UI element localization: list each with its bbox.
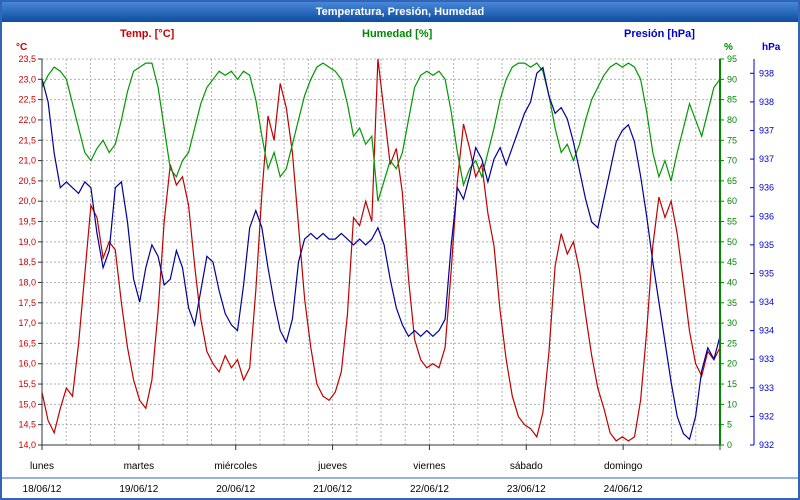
axis-tick-label: 20/06/12 [216,484,255,495]
axis-tick-label: jueves [317,461,347,472]
axis-tick-label: 25 [727,338,737,348]
axis-tick-label: 14,5 [18,420,36,430]
axis-tick-label: 932 [759,440,774,450]
axis-tick-label: 5 [727,420,732,430]
axis-tick-label: 10 [727,399,737,409]
axis-tick-label: 75 [727,135,737,145]
temperature-axis-unit-label: °C [16,42,28,53]
axis-tick-label: 22,5 [18,95,36,105]
temperature-axis: 23,5 23,0 22,5 22,0 21,5 21,0 20,5 20,0 19,5 19,0… [18,54,42,450]
axis-tick-label: 23/06/12 [507,484,546,495]
axis-tick-label: 20,0 [18,196,36,206]
axis-tick-label: 15,5 [18,379,36,389]
axis-tick-label: sábado [510,461,543,472]
axis-tick-label: 0 [727,440,732,450]
humidity-axis-unit-label: % [724,42,733,53]
axis-tick-label: 19/06/12 [119,484,158,495]
axis-tick-label: lunes [30,461,54,472]
axis-tick-label: 50 [727,237,737,247]
axis-tick-label: 23,5 [18,54,36,64]
axis-tick-label: domingo [604,461,643,472]
axis-tick-label: 70 [727,156,737,166]
axis-tick-label: 65 [727,176,737,186]
axis-tick-label: 936 [759,211,774,221]
axis-tick-label: 24/06/12 [604,484,643,495]
pressure-axis: 938 938 937 937 936 936 935 935 934 934 933 933 932 9… [750,68,774,450]
series-line-pressure [41,66,721,441]
legend-humidity-label: Humedad [%] [362,28,433,40]
window-title-bar: Temperatura, Presión, Humedad [2,2,798,22]
axis-tick-label: 45 [727,257,737,267]
axis-tick-label: 18,5 [18,257,36,267]
axis-tick-label: 932 [759,411,774,421]
axis-tick-label: 40 [727,277,737,287]
axis-tick-label: 937 [759,154,774,164]
legend-pressure-label: Presión [hPa] [624,28,695,40]
axis-tick-label: miércoles [214,461,257,472]
x-axis-days: lunes 18/06/12 martes 19/06/12 miércoles 20/0… [23,445,721,495]
axis-tick-label: 21,5 [18,135,36,145]
axis-tick-label: 16,0 [18,359,36,369]
gridlines [41,58,721,446]
axis-tick-label: 15 [727,379,737,389]
plot-frame [41,59,755,446]
pressure-axis-unit-label: hPa [762,42,781,53]
axis-tick-label: 35 [727,298,737,308]
axis-tick-label: 20 [727,359,737,369]
axis-tick-label: 15,0 [18,399,36,409]
axis-tick-label: 80 [727,115,737,125]
axis-tick-label: 934 [759,297,774,307]
axis-tick-label: 19,5 [18,217,36,227]
axis-tick-label: 22,0 [18,115,36,125]
axis-tick-label: 30 [727,318,737,328]
legend-temperature-label: Temp. [°C] [120,28,175,40]
axis-tick-label: 60 [727,196,737,206]
axis-tick-label: 22/06/12 [410,484,449,495]
axis-tick-label: 17,0 [18,318,36,328]
series-line-humidity [41,62,721,202]
axis-tick-label: 21/06/12 [313,484,352,495]
axis-tick-label: 18,0 [18,277,36,287]
axis-tick-label: 19,0 [18,237,36,247]
axis-tick-label: 16,5 [18,338,36,348]
series-line-temperature [41,58,721,442]
axis-tick-label: 21,0 [18,156,36,166]
axis-tick-label: 17,5 [18,298,36,308]
axis-tick-label: 18/06/12 [23,484,62,495]
axis-tick-label: 55 [727,217,737,227]
axis-tick-label: 934 [759,326,774,336]
axis-tick-label: 95 [727,54,737,64]
axis-tick-label: 23,0 [18,74,36,84]
axis-tick-label: viernes [413,461,445,472]
axis-tick-label: 938 [759,68,774,78]
axis-tick-label: 936 [759,183,774,193]
axis-tick-label: 935 [759,240,774,250]
axis-tick-label: 14,0 [18,440,36,450]
axis-tick-label: 937 [759,125,774,135]
axis-tick-label: 20,5 [18,176,36,186]
axis-tick-label: 935 [759,268,774,278]
axis-tick-label: 933 [759,383,774,393]
axis-tick-label: martes [124,461,155,472]
axis-tick-label: 85 [727,95,737,105]
axis-tick-label: 938 [759,97,774,107]
axis-tick-label: 933 [759,354,774,364]
axis-tick-label: 90 [727,74,737,84]
